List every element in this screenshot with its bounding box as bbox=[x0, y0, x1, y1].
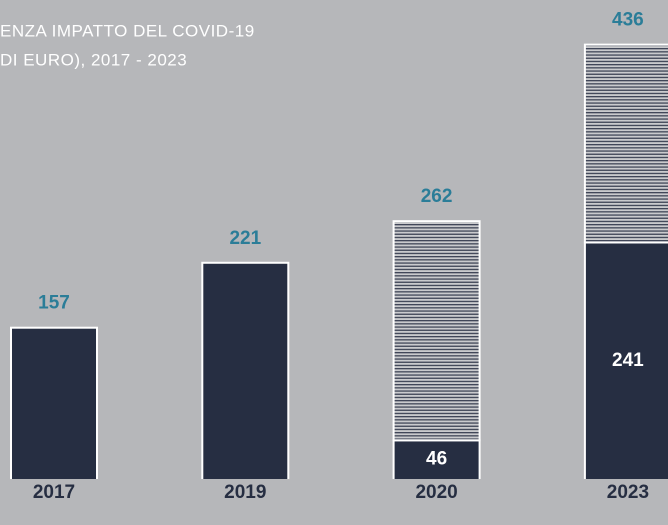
bar-segment bbox=[583, 43, 668, 244]
x-tick-label: 2023 bbox=[607, 482, 649, 503]
bar-segment bbox=[201, 261, 290, 479]
x-tick-label: 2020 bbox=[415, 482, 457, 503]
bar-segment bbox=[392, 220, 481, 442]
x-tick-label: 2019 bbox=[224, 482, 266, 503]
total-label: 262 bbox=[421, 186, 453, 207]
bar-segment bbox=[10, 326, 98, 479]
total-label: 436 bbox=[612, 10, 644, 31]
chart-title: ENZA IMPATTO DEL COVID-19 bbox=[0, 21, 255, 40]
x-tick-label: 2017 bbox=[33, 482, 75, 503]
plot bbox=[10, 43, 668, 479]
total-label: 221 bbox=[229, 228, 261, 249]
chart-subtitle: DI EURO), 2017 - 2023 bbox=[0, 50, 187, 69]
total-label: 157 bbox=[38, 293, 70, 314]
bar-segment bbox=[583, 241, 668, 479]
value-label: 241 bbox=[612, 350, 644, 371]
value-label: 46 bbox=[426, 449, 447, 470]
bar-segment bbox=[392, 439, 481, 479]
